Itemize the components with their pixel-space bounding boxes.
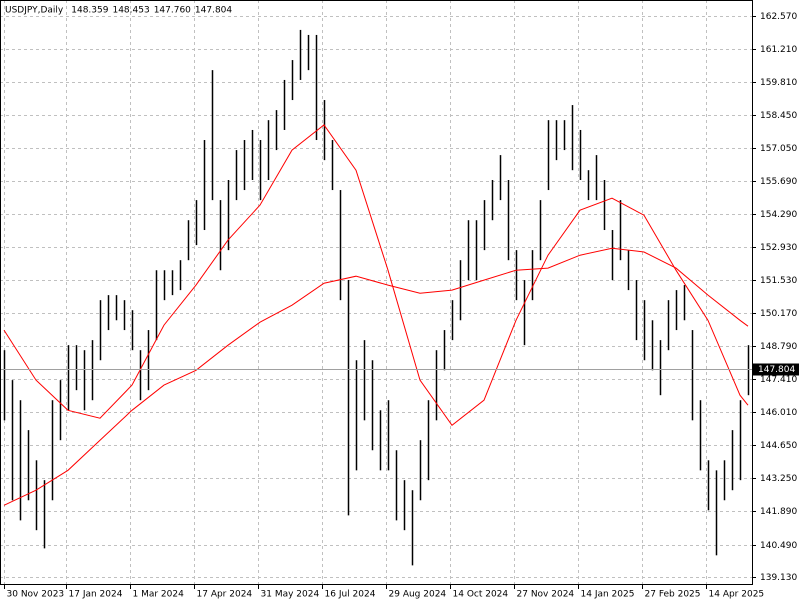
moving-average xyxy=(3,124,749,427)
x-tick-label: 29 Aug 2024 xyxy=(389,590,447,600)
x-tick-label: 14 Apr 2025 xyxy=(709,590,765,600)
x-tick-label: 27 Feb 2025 xyxy=(645,590,701,600)
y-tick-label: 139.130 xyxy=(760,573,797,583)
y-tick-label: 154.290 xyxy=(760,210,797,220)
y-tick-label: 157.050 xyxy=(760,144,797,154)
header-value: 147.760 xyxy=(154,6,191,16)
x-tick-label: 31 May 2024 xyxy=(261,590,320,600)
x-tick-label: 30 Nov 2023 xyxy=(7,590,65,600)
x-tick-label: 17 Apr 2024 xyxy=(197,590,253,600)
y-tick-label: 146.010 xyxy=(760,408,797,418)
y-tick-label: 140.490 xyxy=(760,541,797,551)
y-tick-label: 151.530 xyxy=(760,276,797,286)
y-tick-label: 161.210 xyxy=(760,45,797,55)
x-tick-label: 16 Jul 2024 xyxy=(325,590,376,600)
y-tick-label: 148.790 xyxy=(760,342,797,352)
y-tick-label: 162.570 xyxy=(760,12,797,22)
x-tick-label: 27 Nov 2024 xyxy=(517,590,575,600)
grid xyxy=(0,0,752,585)
y-tick-label: 159.810 xyxy=(760,78,797,88)
last-price-box xyxy=(753,363,799,376)
y-tick-label: 141.890 xyxy=(760,507,797,517)
plot-frame xyxy=(0,0,753,585)
chart-title: USDJPY,Daily xyxy=(5,6,64,16)
x-tick-label: 1 Mar 2024 xyxy=(133,590,185,600)
header-value: 148.359 xyxy=(71,6,108,16)
y-tick-label: 150.170 xyxy=(760,309,797,319)
y-tick-label: 143.250 xyxy=(760,474,797,484)
x-tick-label: 14 Oct 2024 xyxy=(453,590,509,600)
y-tick-label: 158.450 xyxy=(760,111,797,121)
x-tick-label: 17 Jan 2024 xyxy=(69,590,123,600)
plot xyxy=(0,29,752,566)
y-tick-label: 155.690 xyxy=(760,177,797,187)
y-tick-label: 144.650 xyxy=(760,441,797,451)
last-price-label: 147.804 xyxy=(758,365,795,375)
y-tick-label: 152.930 xyxy=(760,243,797,253)
axes: 162.570 161.210 159.810 158.450 157.050 155.6… xyxy=(4,12,799,600)
header-value: 147.804 xyxy=(195,6,232,16)
moving-average xyxy=(3,247,749,506)
header-value: 148.453 xyxy=(112,6,149,16)
y-tick-label: 147.410 xyxy=(760,375,797,385)
x-tick-label: 14 Jan 2025 xyxy=(581,590,635,600)
